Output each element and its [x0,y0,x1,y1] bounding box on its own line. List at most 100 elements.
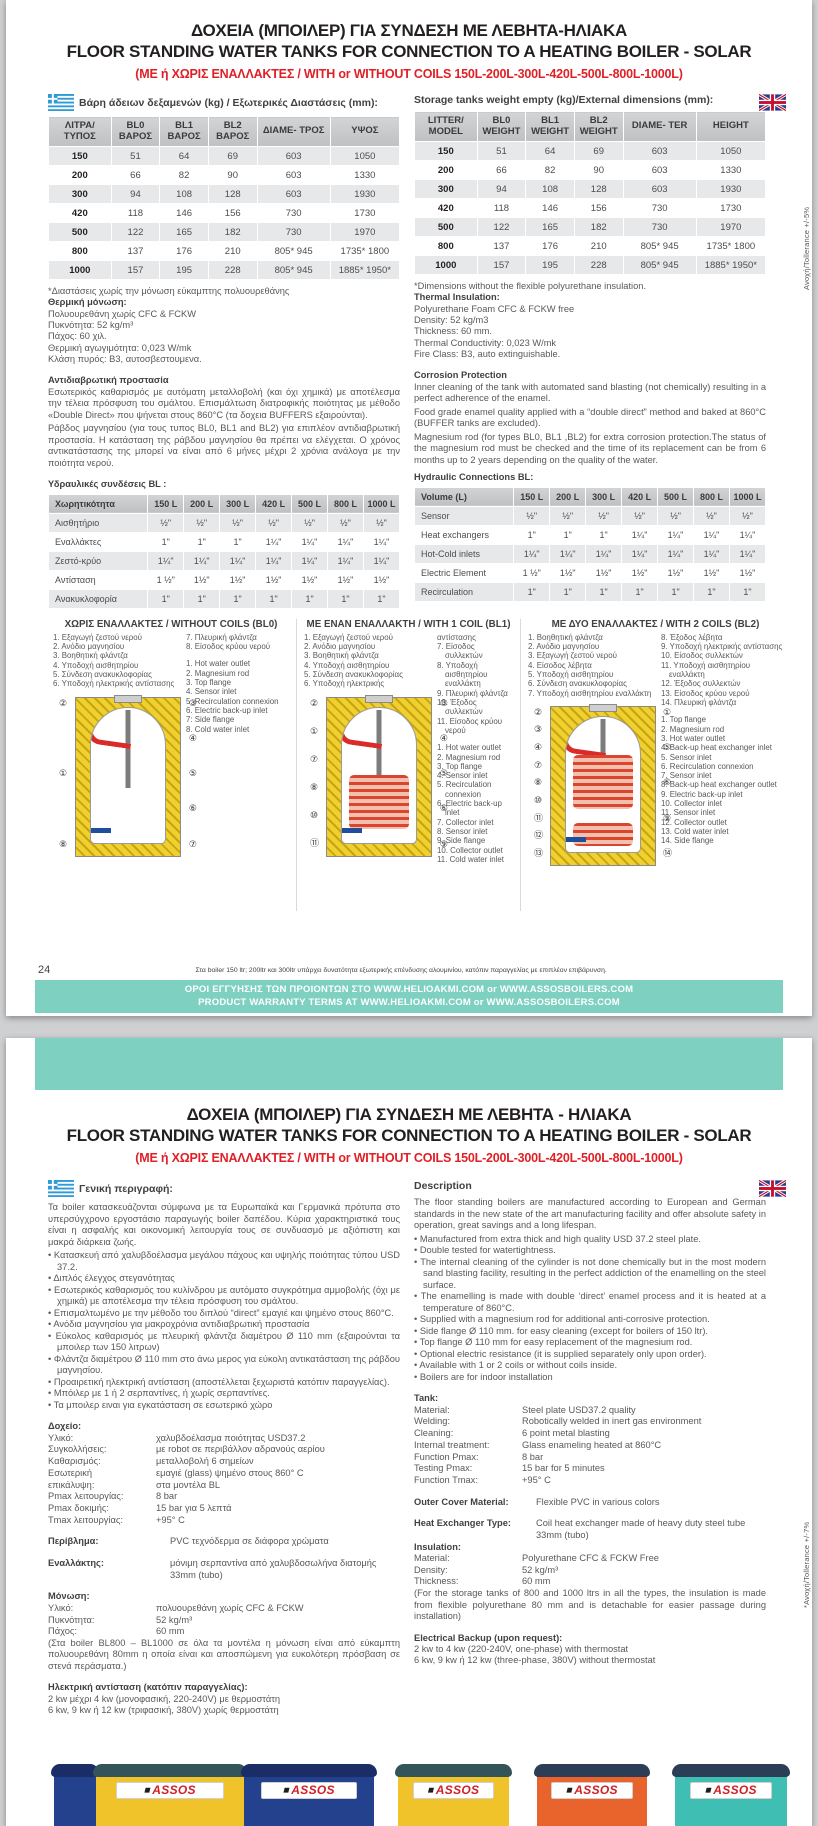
table-cell: 1" [219,531,257,552]
column-header: LITTER/ MODEL [414,111,478,142]
table-cell: 500 [414,217,478,237]
exchanger-greek: Εναλλάκτης: μόνιμη σερπαντίνα από χαλυβδο… [48,1558,400,1581]
table-cell: 118 [476,198,527,218]
spec-row: Function Tmax: +95° C [414,1475,766,1487]
diagram-bl2-title: ΜΕ ΔΥΟ ΕΝΑΛΛΑΚΤΕΣ / WITH 2 COILS (BL2) [551,618,760,630]
table-cell: 1¼" [362,531,401,552]
column-header: HEIGHT [695,111,767,142]
list-item: 2. Magnesium rod [661,724,725,734]
weights-heading-greek: Βάρη άδειων δεξαμενών (kg) / Εξωτερικές … [79,96,378,109]
catalog-page-2: ΔΟΧΕΙΑ (ΜΠΟΙΛΕΡ) ΓΙΑ ΣΥΝΔΕΣΗ ΜΕ ΛΕΒΗΤΑ -… [6,1038,812,1826]
table-cell: 1730 [329,203,401,223]
table-row: 420 118 146 156 730 1730 [48,203,401,223]
spec-label: Internal treatment: [414,1439,490,1450]
list-item: 10. Collector inlet [661,799,722,809]
page-number: 24 [38,964,51,976]
english-bullets: • Manufactured from extra thick and high… [414,1234,766,1384]
list-item: 9. Υποδοχή ηλεκτρικής αντίστασης [661,641,783,651]
diagram-marker: ⑨ [662,813,672,824]
page2-titles: ΔΟΧΕΙΑ (ΜΠΟΙΛΕΡ) ΓΙΑ ΣΥΝΔΕΣΗ ΜΕ ΛΕΒΗΤΑ -… [6,1038,812,1166]
spec-value: Polyurethane CFC & FCKW Free [522,1553,659,1564]
table-cell: 66 [110,165,161,185]
diagram-marker: ⑨ [439,839,448,850]
spec-row: Material: Polyurethane CFC & FCKW Free [414,1553,766,1565]
list-item: 1. Hot water outlet [437,743,502,753]
list-item: 11. Υποδοχή αισθητηρίου εναλλάκτη [661,660,751,679]
column-header: BL0 WEIGHT [476,111,527,142]
diagram-marker: ② [310,698,319,709]
table-row: 300 94 108 128 603 1930 [48,184,401,204]
table-cell: 500 [48,222,112,242]
diagrams-section: ΧΩΡΙΣ ΕΝΑΛΛΑΚΤΕΣ / WITHOUT COILS (BL0) 1… [6,609,812,911]
page1-titles: ΔΟΧΕΙΑ (ΜΠΟΙΛΕΡ) ΓΙΑ ΣΥΝΔΕΣΗ ΜΕ ΛΕΒΗΤΑ-Η… [6,0,812,82]
assos-logo: ASSOS [689,1782,773,1799]
outer-cover-english: Outer Cover Material: Flexible PVC in var… [414,1497,766,1509]
list-item: 4. Υποδοχή αισθητηρίου [53,660,139,670]
table-cell: 137 [476,236,527,256]
table-cell: ½" [513,505,551,526]
english-column: Storage tanks weight empty (kg)/External… [413,93,787,608]
page-title-greek: ΔΟΧΕΙΑ (ΜΠΟΙΛΕΡ) ΓΙΑ ΣΥΝΔΕΣΗ ΜΕ ΛΕΒΗΤΑ-Η… [191,21,627,40]
table-cell: 1" [585,581,623,602]
assos-logo: ASSOS [115,1782,225,1799]
tolerance-note-vertical: Ανοχή/Tollerance +/-5% [802,206,811,290]
table-cell: 730 [622,198,697,218]
english-intro: The floor standing boilers are manufactu… [414,1197,766,1231]
table-cell: 603 [622,179,697,199]
table-cell: 1" [549,581,587,602]
list-item: 5. Sensor inlet [661,752,712,762]
spec-label: Υλικό: [48,1602,74,1613]
top-flange-shape [114,694,142,703]
bullet-item: • Εύκολος καθαρισμός με πλευρική φλάντζα… [48,1330,400,1353]
diagram-marker: ③ [534,725,543,736]
thermal-heading-greek: Θερμική μόνωση: [48,297,127,308]
spec-label: Συγκολλήσεις: [48,1444,107,1455]
boiler-diagram-bl0: ② ① ⑧ ③ ④ ⑤ ⑥ ⑦ [59,694,197,857]
list-item: Fire Class: B3, auto extinguishable. [414,348,561,359]
heat-exchanger-coil [349,775,409,829]
table-row: Recirculation 1" 1" 1" 1" 1" 1" 1" [413,581,767,602]
table-cell: 603 [622,160,697,180]
table-cell: 805* 945 [622,255,697,275]
table-cell: 1" [585,524,623,545]
list-item: 2. Magnesium rod [437,752,501,762]
hydraulic-table-english: Volume (L) 150 L 200 L 300 L 420 L 500 L 800 L… [413,486,767,602]
column-header: 420 L [255,493,293,514]
table-cell: ½" [327,512,364,533]
spec-value: 6 point metal blasting [522,1428,610,1439]
spec-label: Heat Exchanger Type: [414,1518,511,1529]
diagram-bl1-title: ΜΕ ΕΝΑΝ ΕΝΑΛΛΑΚΤΗ / WITH 1 COIL (BL1) [306,618,511,630]
spec-row: Συγκολλήσεις: με robot σε περιβάλλον αδρα… [48,1444,400,1456]
table-cell: 1¼" [728,524,767,545]
bullet-item: • Επισμαλτωμένο με την μέθοδο του διπλού… [48,1307,394,1318]
hydraulic-heading-greek: Υδραυλικές συνδέσεις BL : [48,479,167,490]
boiler-product-photo: ASSOS [241,1764,377,1826]
list-item: 5. Recirculation connexion [437,780,492,799]
corrosion-para-english: Inner cleaning of the tank with automate… [414,381,766,404]
table-cell: 1¼" [327,550,364,571]
bullet-item: • Κατασκευή από χαλυβδοέλασμα μεγάλου πά… [48,1250,400,1272]
boiler-cap [241,1764,377,1777]
table-cell: ½" [549,505,587,526]
list-item: 5. Recirculation connexion [186,696,279,706]
table-cell: 1885* 1950* [695,255,767,275]
list-item: 13. Cold water inlet [661,827,729,837]
bullet-item: • Τα μποιλερ ειναι για εγκατάσταση σε εσ… [48,1399,273,1410]
table-cell: 108 [525,179,575,199]
assos-logo: ASSOS [261,1782,357,1799]
table-cell: 1" [291,588,329,609]
spec-value: Steel plate USD37.2 quality [522,1404,636,1415]
spec-value: στα μοντέλα BL [156,1479,221,1490]
table-cell: 128 [207,184,258,204]
table-cell: 122 [110,222,161,242]
diagram-bl1-legend: 1. Εξαγωγή ζεστού νερού 2. Ανόδιο μαγνησί… [304,633,513,865]
bullet-item: • The internal cleaning of the cylinder … [414,1256,766,1290]
column-header: 420 L [621,486,659,507]
spec-value: εμαγιέ (glass) ψημένο στους 860° C [156,1467,304,1478]
table-cell: 1730 [695,198,767,218]
thermal-lines-english: Polyurethane Foam CFC & FCKW free Density… [414,304,766,361]
table-cell: 165 [525,217,575,237]
spec-value: χαλυβδοέλασμα ποιότητας USD37.2 [156,1432,306,1443]
spec-value: Glass enameling heated at 860°C [522,1439,662,1450]
diagram-marker: ⑥ [188,804,197,815]
